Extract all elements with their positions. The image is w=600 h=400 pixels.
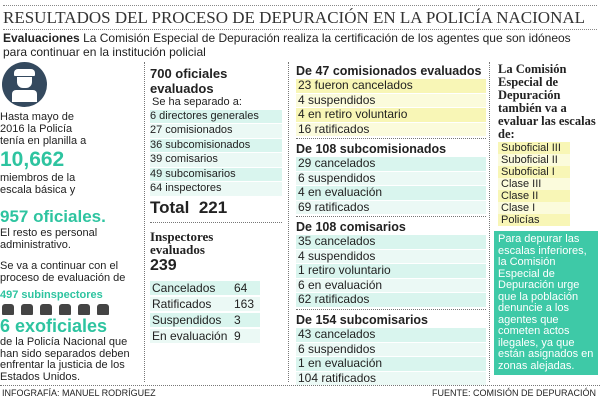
oficiales-title: 700 oficiales evaluados [150, 66, 228, 96]
list-item: 64 inspectores [150, 182, 282, 196]
list-item: 6 suspendidos [296, 171, 486, 185]
list-item: 62 ratificados [296, 292, 486, 307]
page-title: RESULTADOS DEL PROCESO DE DEPURACIÓN EN … [3, 5, 597, 30]
list-item: 6 suspendidos [296, 342, 486, 356]
stat-officers: 957 oficiales. [0, 207, 106, 226]
item-value: 9 [234, 329, 241, 343]
subtitle: Evaluaciones La Comisión Especial de Dep… [3, 31, 593, 59]
list-item: 49 subcomisarios [150, 167, 282, 181]
group-section: De 108 comisarios 35 cancelados 4 suspendi… [296, 220, 486, 308]
list-item: Suboficial II [498, 154, 570, 166]
officer-icon [97, 304, 109, 315]
group-title: De 47 comisionados evaluados [296, 64, 482, 78]
list-item: 43 cancelados [296, 327, 486, 342]
list-item: 27 comisionados [150, 124, 282, 138]
credit: INFOGRAFÍA: MANUEL RODRÍGUEZ [2, 388, 156, 398]
text-p2: miembros de la escala básica y [0, 172, 76, 196]
inspectores-count: 239 [150, 257, 177, 274]
group-title: De 154 subcomisarios [296, 313, 429, 327]
officer-icon [21, 304, 33, 315]
group-section: De 108 subcomisionados 29 cancelados 6 sus… [296, 142, 486, 215]
officer-icon [40, 304, 52, 315]
group-title: De 108 subcomisionados [296, 142, 447, 156]
text-p5: de la Policía Nacional que han sido sepa… [0, 336, 130, 383]
list-item: Policías [498, 214, 570, 226]
list-item: 29 cancelados [296, 156, 486, 171]
item-value: 3 [234, 313, 241, 327]
list-item: Clase I [498, 202, 570, 214]
total-label: Total [150, 197, 190, 217]
list-item: 1 retiro voluntario [296, 263, 486, 278]
group-section: De 154 subcomisarios 43 cancelados 6 suspe… [296, 313, 486, 386]
inspectores-title: Inspectores evaluados [150, 229, 214, 257]
list-item: Suboficial III [498, 142, 570, 154]
divider [0, 385, 600, 386]
list-item: Suspendidos 3 [150, 313, 260, 327]
list-item: 23 fueron cancelados [296, 78, 486, 93]
source: FUENTE: COMISIÓN DE DEPURACIÓN [431, 388, 596, 398]
list-item: 4 suspendidos [296, 249, 486, 263]
divider [288, 62, 289, 382]
item-value: 163 [234, 297, 255, 311]
list-item: 1 en evaluación [296, 356, 486, 371]
list-item: 6 en evaluación [296, 278, 486, 292]
list-item: 104 ratificados [296, 371, 486, 385]
list-item: Clase III [498, 178, 570, 190]
group-title: De 108 comisarios [296, 220, 406, 234]
list-item: 6 directores generales [150, 109, 282, 123]
divider [296, 138, 486, 139]
list-item: Ratificados 163 [150, 297, 260, 311]
officer-icon [78, 304, 90, 315]
officer-icon [2, 304, 14, 315]
list-item: 4 en evaluación [296, 185, 486, 200]
subtitle-text: La Comisión Especial de Depuración reali… [3, 31, 571, 59]
police-officer-icon [2, 62, 47, 107]
info-box: Para depurar las escalas inferiores, la … [494, 231, 598, 375]
stat-subinspectors: 497 subinspectores [0, 289, 103, 301]
right-heading: La Comisión Especial de Depuración tambi… [498, 62, 596, 141]
oficiales-intro: Se ha separado a: [152, 96, 242, 108]
item-label: Cancelados [152, 281, 216, 295]
inspectores-section: Inspectores evaluados 239 Cancelados 64 Ra… [150, 230, 282, 345]
text-p1: Hasta mayo de 2016 la Policía tenía en p… [0, 111, 87, 147]
total-value: 221 [198, 197, 228, 217]
text-p3: El resto es personal administrativo. [0, 227, 98, 251]
stat-exofficers: 6 exoficiales [0, 316, 108, 336]
list-item: 35 cancelados [296, 234, 486, 249]
text-p4: Se va a continuar con el proceso de eval… [0, 260, 126, 284]
item-label: En evaluación [152, 329, 228, 343]
officer-icon [59, 304, 71, 315]
divider [296, 216, 486, 217]
oficiales-section: 700 oficiales evaluados Se ha separado a… [150, 66, 282, 218]
divider [489, 62, 490, 382]
list-item: 4 en retiro voluntario [296, 107, 486, 122]
group-section: De 47 comisionados evaluados 23 fueron ca… [296, 64, 486, 137]
list-item: En evaluación 9 [150, 329, 260, 343]
list-item: 16 ratificados [296, 122, 486, 136]
item-label: Suspendidos [152, 313, 222, 327]
list-item: Cancelados 64 [150, 281, 260, 295]
list-item: 4 suspendidos [296, 93, 486, 107]
list-item: Suboficial I [498, 166, 570, 178]
divider [144, 62, 145, 382]
oficiales-total: Total 221 [150, 197, 282, 218]
right-column: La Comisión Especial de Depuración tambi… [494, 63, 598, 375]
item-label: Ratificados [152, 297, 212, 311]
divider [150, 222, 282, 223]
list-item: 69 ratificados [296, 200, 486, 214]
list-item: 36 subcomisionados [150, 138, 282, 152]
list-item: Clase II [498, 190, 570, 202]
item-value: 64 [234, 281, 248, 295]
divider [296, 309, 486, 310]
list-item: 39 comisarios [150, 153, 282, 167]
officer-icons [2, 304, 116, 316]
subtitle-lead: Evaluaciones [3, 31, 80, 45]
stat-members: 10,662 [0, 148, 65, 171]
